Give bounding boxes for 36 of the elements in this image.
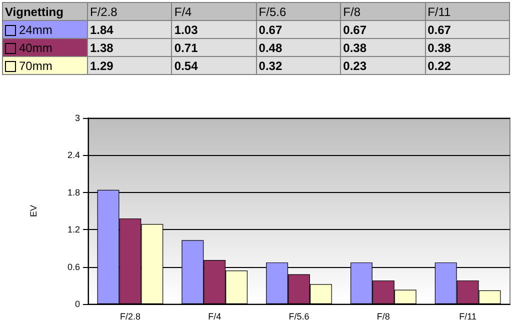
category-label: F/8 [343,4,361,18]
data-label: 1.03 [172,20,256,38]
data-label: 0.54 [172,56,256,74]
data-label: 0.38 [340,38,426,56]
x-tick-label: F/5.6 [288,312,310,322]
category-label: F/2.8 [90,4,118,18]
data-label: 0.38 [425,38,510,56]
x-tick-label: F/2.8 [120,312,140,322]
legend-label: 40mm [19,40,52,54]
data-label: 0.32 [256,56,341,74]
data-label: 0.71 [172,38,256,56]
legend-label: 24mm [19,22,52,36]
y-tick-label: 1.8 [67,187,80,198]
data-label: 0.67 [425,20,510,38]
legend-title: Vignetting [2,2,88,20]
category-label: F/4 [174,4,192,18]
data-label: 0.67 [256,20,341,38]
data-label: 0.22 [425,56,510,74]
y-tick-label: 1.2 [67,224,80,235]
y-axis-title: EV [28,204,38,218]
legend-label: 70mm [19,58,52,72]
y-tick-label: 0 [74,299,80,309]
category-label: F/11 [428,4,451,18]
x-tick-label: F/11 [459,312,476,322]
y-tick-label: 3 [74,113,80,123]
y-tick-label: 2.4 [67,150,80,160]
x-tick-label: F/8 [376,312,390,322]
data-label: 0.67 [340,20,426,38]
category-label: F/5.6 [258,4,286,18]
x-tick-label: F/4 [208,312,222,322]
data-label: 1.38 [88,38,172,56]
data-label: 0.48 [256,38,341,56]
data-label: 0.23 [340,56,426,74]
data-label: 1.29 [88,56,172,74]
y-tick-label: 0.6 [67,262,80,272]
data-label: 1.84 [88,20,172,38]
